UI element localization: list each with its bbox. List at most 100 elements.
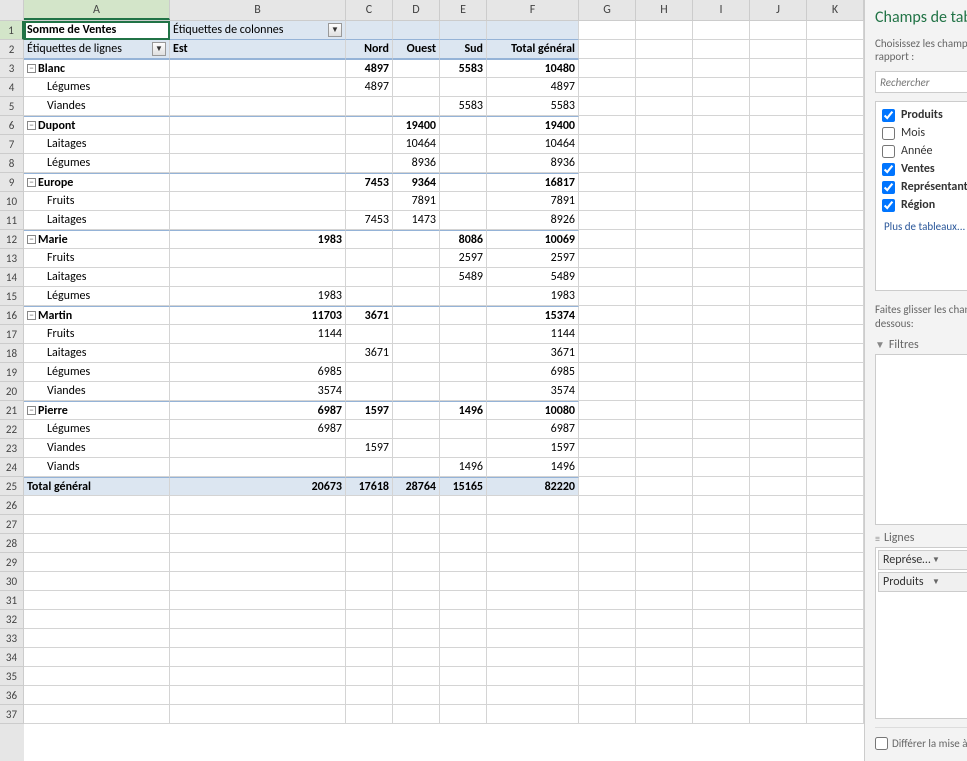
- cell[interactable]: 5489: [440, 268, 487, 287]
- chevron-down-icon[interactable]: ▼: [932, 573, 967, 591]
- row-header-31[interactable]: 31: [0, 591, 24, 610]
- cell[interactable]: [693, 610, 750, 629]
- cell[interactable]: 6987: [170, 420, 346, 439]
- cell[interactable]: [24, 667, 170, 686]
- cell[interactable]: Fruits: [24, 192, 170, 211]
- column-header-D[interactable]: D: [393, 0, 440, 20]
- cell[interactable]: [579, 192, 636, 211]
- cell[interactable]: [170, 154, 346, 173]
- cell[interactable]: 8086: [440, 230, 487, 249]
- cell[interactable]: 1597: [487, 439, 579, 458]
- cell[interactable]: [636, 249, 693, 268]
- row-header-20[interactable]: 20: [0, 382, 24, 401]
- chevron-down-icon[interactable]: ▼: [932, 551, 967, 569]
- cell[interactable]: [346, 667, 393, 686]
- cell[interactable]: [346, 686, 393, 705]
- zone-field[interactable]: Produits▼: [878, 572, 967, 592]
- cell[interactable]: [693, 135, 750, 154]
- cell[interactable]: Viandes: [24, 439, 170, 458]
- cell[interactable]: 1144: [487, 325, 579, 344]
- cell[interactable]: [170, 610, 346, 629]
- cell[interactable]: [440, 382, 487, 401]
- field-item[interactable]: Représentant: [880, 178, 967, 196]
- row-header-15[interactable]: 15: [0, 287, 24, 306]
- cell[interactable]: 19400: [487, 116, 579, 135]
- cell[interactable]: [636, 515, 693, 534]
- row-header-27[interactable]: 27: [0, 515, 24, 534]
- cell[interactable]: [693, 97, 750, 116]
- cell[interactable]: [693, 477, 750, 496]
- cell[interactable]: Est: [170, 40, 346, 59]
- cell[interactable]: [440, 173, 487, 192]
- cell[interactable]: [393, 21, 440, 40]
- cell[interactable]: [636, 477, 693, 496]
- cell[interactable]: [170, 553, 346, 572]
- cell[interactable]: [346, 230, 393, 249]
- cell[interactable]: 20673: [170, 477, 346, 496]
- cell[interactable]: [487, 610, 579, 629]
- cell[interactable]: [636, 116, 693, 135]
- cell[interactable]: [346, 268, 393, 287]
- cell[interactable]: Fruits: [24, 249, 170, 268]
- cell[interactable]: [440, 78, 487, 97]
- cell[interactable]: [693, 116, 750, 135]
- cell[interactable]: 2597: [487, 249, 579, 268]
- cell[interactable]: [636, 572, 693, 591]
- cell[interactable]: Étiquettes de lignes▼: [24, 40, 170, 59]
- cell[interactable]: Fruits: [24, 325, 170, 344]
- cell[interactable]: [579, 686, 636, 705]
- cell[interactable]: [636, 534, 693, 553]
- cell[interactable]: [393, 363, 440, 382]
- cell[interactable]: [170, 591, 346, 610]
- cell[interactable]: [807, 572, 864, 591]
- cell[interactable]: [693, 667, 750, 686]
- cell[interactable]: [487, 629, 579, 648]
- cell[interactable]: Laitages: [24, 344, 170, 363]
- cell[interactable]: [24, 496, 170, 515]
- cell[interactable]: [440, 515, 487, 534]
- row-header-18[interactable]: 18: [0, 344, 24, 363]
- cell[interactable]: [170, 135, 346, 154]
- cell[interactable]: 1983: [170, 230, 346, 249]
- cell[interactable]: [393, 648, 440, 667]
- cell[interactable]: [579, 458, 636, 477]
- cell[interactable]: [750, 686, 807, 705]
- cell[interactable]: [750, 363, 807, 382]
- cell[interactable]: 3671: [487, 344, 579, 363]
- cell[interactable]: [346, 363, 393, 382]
- cell[interactable]: 82220: [487, 477, 579, 496]
- select-all-corner[interactable]: [0, 0, 24, 20]
- cell[interactable]: 10464: [393, 135, 440, 154]
- cell[interactable]: [579, 534, 636, 553]
- cell[interactable]: [487, 572, 579, 591]
- cell[interactable]: [636, 192, 693, 211]
- cell[interactable]: [807, 515, 864, 534]
- cell[interactable]: [579, 230, 636, 249]
- cell[interactable]: [487, 591, 579, 610]
- cell[interactable]: [170, 192, 346, 211]
- cell[interactable]: 5583: [440, 59, 487, 78]
- cell[interactable]: [393, 249, 440, 268]
- row-header-2[interactable]: 2: [0, 40, 24, 59]
- cell[interactable]: [807, 192, 864, 211]
- cell[interactable]: [807, 439, 864, 458]
- cell[interactable]: [807, 173, 864, 192]
- cell[interactable]: 6987: [487, 420, 579, 439]
- cell[interactable]: [636, 553, 693, 572]
- cell[interactable]: [807, 610, 864, 629]
- cell[interactable]: [170, 648, 346, 667]
- cell[interactable]: [693, 154, 750, 173]
- row-header-37[interactable]: 37: [0, 705, 24, 724]
- cell[interactable]: [393, 344, 440, 363]
- cell[interactable]: [393, 534, 440, 553]
- cell[interactable]: [750, 325, 807, 344]
- cell[interactable]: [750, 230, 807, 249]
- cell[interactable]: [440, 610, 487, 629]
- cell[interactable]: [636, 306, 693, 325]
- cell[interactable]: [693, 515, 750, 534]
- cell[interactable]: [440, 648, 487, 667]
- cell[interactable]: [24, 686, 170, 705]
- cell[interactable]: [636, 268, 693, 287]
- cell[interactable]: [346, 249, 393, 268]
- cell[interactable]: [487, 705, 579, 724]
